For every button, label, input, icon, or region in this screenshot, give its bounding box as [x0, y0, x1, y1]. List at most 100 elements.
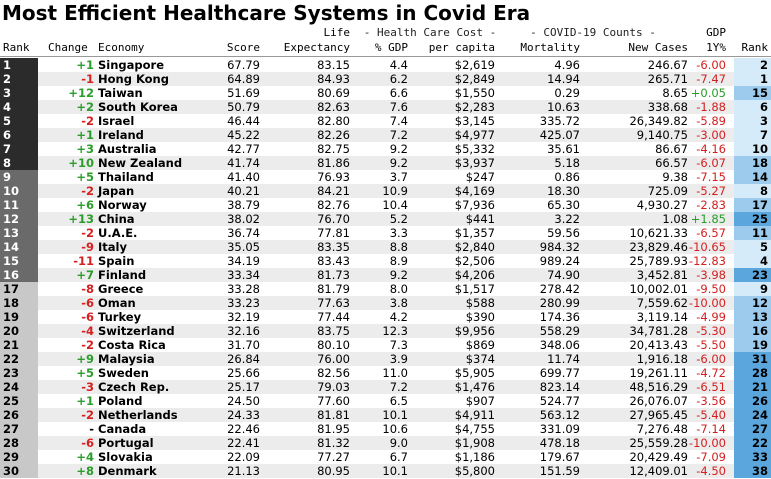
- change-cell: +8: [76, 464, 94, 478]
- health-cost-gdp-cell: 9.2: [389, 142, 408, 156]
- health-cost-per-capita-cell: $1,908: [454, 436, 495, 450]
- new-cases-cell: 338.68: [647, 100, 688, 114]
- life-expectancy-cell: 82.76: [317, 198, 350, 212]
- gdp-1y-cell: -9.50: [696, 282, 726, 296]
- score-cell: 31.70: [227, 338, 260, 352]
- rank-cell: 17: [0, 282, 38, 296]
- gdp-1y-cell: -6.00: [696, 58, 726, 72]
- life-expectancy-cell: 82.26: [317, 128, 350, 142]
- mortality-cell: 5.18: [554, 156, 580, 170]
- change-cell: -11: [73, 254, 94, 268]
- gdp-1y-cell: -10.65: [688, 240, 726, 254]
- mortality-cell: 989.24: [539, 254, 580, 268]
- table-row: 11 +6 Norway 38.79 82.76 10.4 $7,936 65.30 4,930…: [0, 198, 771, 212]
- table-row: 30 +8 Denmark 21.13 80.95 10.1 $5,800 151.59 12,…: [0, 464, 771, 478]
- score-cell: 22.41: [227, 436, 260, 450]
- health-cost-gdp-cell: 4.4: [389, 58, 408, 72]
- gdp-1y-cell: -5.89: [696, 114, 726, 128]
- health-cost-gdp-cell: 10.1: [382, 464, 408, 478]
- header-gdp-bottom: 1Y%: [706, 41, 726, 54]
- table-row: 15 -11 Spain 34.19 83.43 8.9 $2,506 989.24 25,78…: [0, 254, 771, 268]
- change-cell: +1: [76, 394, 94, 408]
- life-expectancy-cell: 81.81: [317, 408, 350, 422]
- rank-2-cell: 24: [734, 408, 771, 422]
- life-expectancy-cell: 81.86: [317, 156, 350, 170]
- economy-cell: U.A.E.: [98, 226, 138, 240]
- life-expectancy-cell: 81.73: [317, 268, 350, 282]
- mortality-cell: 699.77: [539, 366, 580, 380]
- health-cost-per-capita-cell: $9,956: [454, 324, 495, 338]
- gdp-1y-cell: -6.00: [696, 352, 726, 366]
- score-cell: 22.09: [227, 450, 260, 464]
- mortality-cell: 478.18: [539, 436, 580, 450]
- rank-2-cell: 25: [734, 212, 771, 226]
- life-expectancy-cell: 82.75: [317, 142, 350, 156]
- economy-cell: Canada: [98, 422, 147, 436]
- economy-cell: Sweden: [98, 366, 149, 380]
- change-cell: +9: [76, 352, 94, 366]
- rank-cell: 18: [0, 296, 38, 310]
- economy-cell: Switzerland: [98, 324, 175, 338]
- rank-cell: 19: [0, 310, 38, 324]
- health-cost-per-capita-cell: $374: [465, 352, 495, 366]
- health-cost-gdp-cell: 7.4: [389, 114, 408, 128]
- header-change: Change: [48, 41, 88, 54]
- economy-cell: Norway: [98, 198, 147, 212]
- rank-cell: 27: [0, 422, 38, 436]
- life-expectancy-cell: 77.44: [317, 310, 350, 324]
- new-cases-cell: 1.08: [662, 212, 688, 226]
- life-expectancy-cell: 77.81: [317, 226, 350, 240]
- header-covid-counts: - COVID-19 Counts -: [530, 26, 656, 39]
- economy-cell: Netherlands: [98, 408, 178, 422]
- table-row: 27 - Canada 22.46 81.95 10.6 $4,755 331.09 7,276…: [0, 422, 771, 436]
- change-cell: -2: [81, 226, 94, 240]
- mortality-cell: 984.32: [539, 240, 580, 254]
- rank-cell: 5: [0, 114, 38, 128]
- rank-cell: 28: [0, 436, 38, 450]
- rank-2-cell: 8: [734, 184, 771, 198]
- health-cost-per-capita-cell: $441: [465, 212, 495, 226]
- rank-2-cell: 2: [734, 58, 771, 72]
- gdp-1y-cell: -4.50: [696, 464, 726, 478]
- rank-cell: 11: [0, 198, 38, 212]
- health-cost-per-capita-cell: $869: [465, 338, 495, 352]
- gdp-1y-cell: -6.51: [696, 380, 726, 394]
- mortality-cell: 563.12: [539, 408, 580, 422]
- health-cost-gdp-cell: 6.6: [389, 86, 408, 100]
- mortality-cell: 18.30: [547, 184, 580, 198]
- gdp-1y-cell: -3.98: [696, 268, 726, 282]
- economy-cell: Israel: [98, 114, 135, 128]
- new-cases-cell: 246.67: [647, 58, 688, 72]
- rank-2-cell: 1: [734, 72, 771, 86]
- header-life-bottom: Expectancy: [283, 41, 350, 54]
- rank-2-cell: 23: [734, 268, 771, 282]
- health-cost-per-capita-cell: $1,550: [454, 86, 495, 100]
- change-cell: +2: [76, 100, 94, 114]
- change-cell: +1: [76, 128, 94, 142]
- change-cell: -4: [81, 324, 94, 338]
- new-cases-cell: 26,076.07: [629, 394, 688, 408]
- change-cell: +5: [76, 366, 94, 380]
- new-cases-cell: 25,789.93: [629, 254, 688, 268]
- health-cost-gdp-cell: 7.2: [389, 380, 408, 394]
- rank-2-cell: 18: [734, 156, 771, 170]
- health-cost-gdp-cell: 12.3: [382, 324, 408, 338]
- new-cases-cell: 7,276.48: [636, 422, 688, 436]
- table-row: 20 -4 Switzerland 32.16 83.75 12.3 $9,956 558.2…: [0, 324, 771, 338]
- header-hcc-per-capita: per capita: [428, 41, 495, 54]
- gdp-1y-cell: -6.57: [696, 226, 726, 240]
- rank-cell: 8: [0, 156, 38, 170]
- health-cost-per-capita-cell: $907: [465, 394, 495, 408]
- header-economy: Economy: [98, 41, 145, 54]
- gdp-1y-cell: -10.00: [688, 436, 726, 450]
- header-score: Score: [226, 41, 260, 54]
- score-cell: 36.74: [227, 226, 260, 240]
- new-cases-cell: 10,621.33: [629, 226, 688, 240]
- rank-cell: 24: [0, 380, 38, 394]
- economy-cell: Greece: [98, 282, 144, 296]
- rank-cell: 20: [0, 324, 38, 338]
- gdp-1y-cell: -5.50: [696, 338, 726, 352]
- health-cost-gdp-cell: 9.2: [389, 156, 408, 170]
- rank-2-cell: 21: [734, 380, 771, 394]
- new-cases-cell: 12,409.01: [629, 464, 688, 478]
